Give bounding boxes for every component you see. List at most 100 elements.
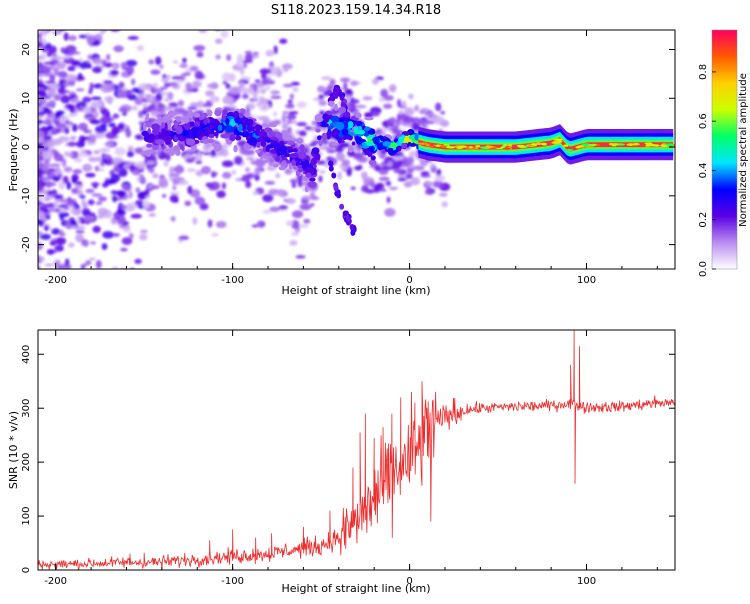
noise-blob [178, 180, 189, 186]
branch-blob [328, 160, 334, 167]
noise-blob [55, 22, 59, 28]
ridge-blob [254, 124, 263, 131]
ridge-blob [344, 135, 353, 140]
ridge-blob [315, 128, 321, 133]
band-speckle [417, 142, 428, 145]
noise-blob [380, 88, 389, 98]
noise-blob [221, 72, 233, 82]
noise-blob [369, 106, 382, 115]
noise-blob [433, 116, 445, 125]
noise-blob [95, 17, 101, 25]
noise-blob [225, 83, 231, 90]
noise-blob [432, 165, 437, 174]
noise-blob [81, 136, 90, 141]
noise-blob [115, 190, 127, 196]
noise-blob [109, 272, 116, 276]
noise-blob [162, 74, 167, 78]
noise-blob [194, 70, 204, 80]
noise-blob [111, 157, 124, 163]
noise-blob [71, 177, 78, 184]
noise-blob [42, 150, 54, 159]
noise-blob [150, 110, 160, 117]
noise-blob [83, 240, 89, 247]
ridge-blob [147, 128, 152, 134]
noise-blob [65, 202, 75, 206]
noise-blob [57, 5, 63, 11]
noise-blob [426, 187, 434, 196]
noise-blob [76, 181, 83, 185]
ridge-blob [313, 164, 317, 169]
noise-blob [184, 200, 192, 206]
branch-blob [332, 87, 338, 94]
noise-blob [95, 156, 103, 162]
noise-blob [131, 289, 142, 293]
noise-blob [150, 69, 161, 75]
noise-blob [46, 0, 51, 5]
noise-blob [90, 119, 101, 125]
snr-xtick-label: -200 [44, 576, 67, 587]
noise-blob [127, 304, 138, 309]
noise-blob [139, 233, 148, 241]
noise-blob [45, 214, 51, 220]
noise-blob [44, 263, 55, 267]
snr-ytick-label: 200 [21, 453, 32, 472]
noise-blob [39, 256, 45, 262]
noise-blob [282, 66, 289, 73]
noise-blob [139, 306, 149, 310]
noise-blob [189, 189, 201, 198]
noise-blob [38, 56, 43, 60]
noise-blob [90, 101, 102, 109]
noise-blob [49, 240, 57, 246]
noise-blob [121, 86, 127, 91]
noise-blob [110, 30, 120, 32]
ridge-blob [408, 135, 416, 140]
ridge-blob [414, 133, 419, 141]
noise-blob [51, 228, 61, 235]
noise-blob [216, 190, 226, 198]
spectrogram-frame [37, 29, 676, 270]
noise-blob [221, 160, 234, 168]
noise-blob [110, 173, 121, 183]
noise-blob [162, 194, 167, 198]
noise-blob [136, 45, 145, 52]
spectrogram-ytick-label: 0 [21, 144, 32, 150]
band-speckle [540, 142, 547, 146]
noise-blob [46, 173, 54, 180]
noise-blob [38, 156, 44, 161]
noise-blob [287, 99, 293, 104]
noise-blob [75, 225, 86, 230]
branch-blob [342, 210, 348, 217]
noise-blob [274, 189, 286, 194]
noise-blob [169, 191, 181, 196]
noise-blob [38, 265, 41, 269]
noise-blob [419, 158, 429, 167]
noise-blob [129, 232, 134, 240]
noise-blob [385, 181, 392, 186]
noise-blob [403, 180, 413, 188]
ridge-blob [364, 126, 371, 131]
snr-ytick-label: 400 [21, 345, 32, 364]
noise-blob [38, 35, 42, 41]
ridge-blob [341, 128, 349, 136]
noise-blob [94, 125, 107, 134]
noise-blob [55, 61, 67, 70]
ridge-blob [186, 138, 196, 146]
noise-blob [84, 274, 89, 282]
snr-ylabel: SNR (10 * v/v) [7, 411, 20, 489]
noise-blob [244, 53, 253, 62]
noise-blob [58, 78, 67, 84]
ridge-blob [266, 144, 275, 149]
noise-blob [289, 178, 298, 184]
noise-blob [60, 55, 71, 59]
noise-blob [70, 135, 77, 141]
noise-blob [139, 295, 148, 298]
noise-blob [289, 240, 298, 246]
noise-blob [311, 196, 320, 201]
noise-blob [265, 49, 275, 57]
ridge-blob [173, 145, 181, 152]
ridge-blob [144, 116, 150, 122]
noise-blob [58, 21, 67, 27]
ridge-blob [187, 109, 193, 119]
snr-panel: -200 -100 0 100 0 100 200 300 400 Height of stra… [7, 329, 676, 595]
ridge-blob [398, 136, 404, 144]
